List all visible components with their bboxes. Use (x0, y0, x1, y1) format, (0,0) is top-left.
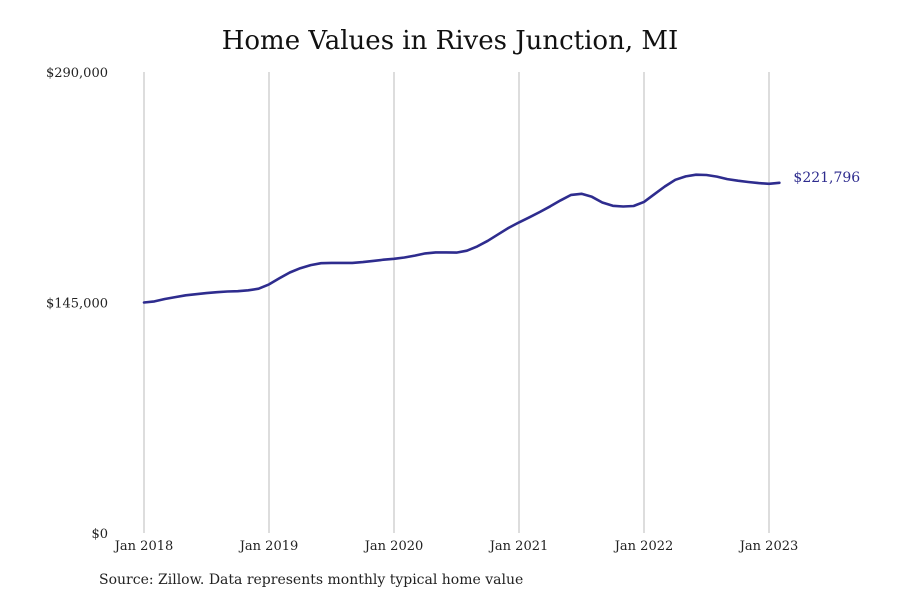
x-tick-label: Jan 2022 (613, 539, 674, 554)
y-tick-label: $290,000 (46, 66, 108, 81)
series-line (142, 173, 781, 304)
x-axis-ticks: Jan 2018 Jan 2019 Jan 2020 Jan 2021 Jan 2022… (113, 539, 799, 554)
x-tick-label: Jan 2018 (113, 539, 174, 554)
chart-title: Home Values in Rives Junction, MI (221, 26, 679, 56)
source-note: Source: Zillow. Data represents monthly … (99, 572, 524, 588)
y-axis-ticks: $0 $145,000 $290,000 (46, 66, 108, 542)
x-tick-label: Jan 2023 (738, 539, 799, 554)
x-tick-label: Jan 2021 (488, 539, 549, 554)
x-tick-label: Jan 2020 (363, 539, 424, 554)
grid-lines (143, 72, 770, 533)
y-tick-label: $145,000 (46, 297, 108, 312)
y-tick-label: $0 (91, 527, 108, 542)
x-tick-label: Jan 2019 (238, 539, 299, 554)
end-value-label: $221,796 (793, 170, 860, 186)
